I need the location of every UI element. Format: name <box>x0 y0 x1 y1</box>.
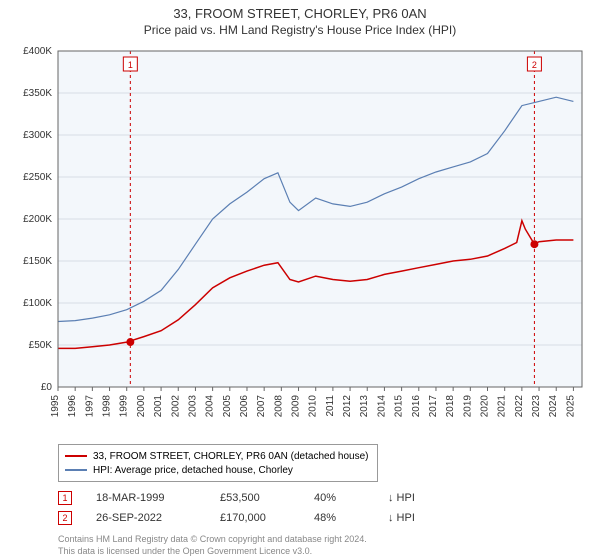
svg-text:2016: 2016 <box>411 395 422 418</box>
svg-text:2017: 2017 <box>428 395 439 418</box>
chart-area: £0 £50K £100K £150K £200K £250K £300K £350K £400… <box>12 43 588 438</box>
svg-text:2024: 2024 <box>548 395 559 418</box>
svg-text:2002: 2002 <box>170 395 181 418</box>
legend-label: 33, FROOM STREET, CHORLEY, PR6 0AN (deta… <box>93 451 368 462</box>
svg-text:2004: 2004 <box>205 395 216 418</box>
svg-text:£300K: £300K <box>23 130 52 141</box>
svg-text:2013: 2013 <box>359 395 370 418</box>
transaction-direction: ↓ HPI <box>388 492 415 504</box>
transaction-date: 26-SEP-2022 <box>96 512 196 524</box>
svg-text:2010: 2010 <box>308 395 319 418</box>
legend-label: HPI: Average price, detached house, Chor… <box>93 465 293 476</box>
svg-text:2023: 2023 <box>531 395 542 418</box>
svg-text:2007: 2007 <box>256 395 267 418</box>
svg-text:£250K: £250K <box>23 172 52 183</box>
chart-subtitle: Price paid vs. HM Land Registry's House … <box>12 23 588 37</box>
transaction-percent: 48% <box>314 512 364 524</box>
price-chart: £0 £50K £100K £150K £200K £250K £300K £350K £400… <box>12 43 588 438</box>
svg-text:2009: 2009 <box>291 395 302 418</box>
svg-text:2025: 2025 <box>565 395 576 418</box>
svg-text:2011: 2011 <box>325 395 336 417</box>
svg-text:1997: 1997 <box>84 395 95 418</box>
svg-text:£200K: £200K <box>23 214 52 225</box>
transactions-table: 1 18-MAR-1999 £53,500 40% ↓ HPI 2 26-SEP-2022 £… <box>58 488 588 528</box>
footer-attribution: Contains HM Land Registry data © Crown c… <box>58 534 588 557</box>
svg-text:2005: 2005 <box>222 395 233 418</box>
svg-text:1: 1 <box>128 60 133 70</box>
svg-text:£0: £0 <box>41 382 53 393</box>
svg-text:2015: 2015 <box>394 395 405 418</box>
svg-text:2019: 2019 <box>462 395 473 418</box>
transaction-row: 1 18-MAR-1999 £53,500 40% ↓ HPI <box>58 488 588 508</box>
footer-line-1: Contains HM Land Registry data © Crown c… <box>58 534 588 546</box>
svg-text:£400K: £400K <box>23 46 52 57</box>
svg-text:1999: 1999 <box>119 395 130 418</box>
transaction-badge: 2 <box>58 511 72 525</box>
svg-text:£100K: £100K <box>23 298 52 309</box>
svg-text:2006: 2006 <box>239 395 250 418</box>
svg-text:2022: 2022 <box>514 395 525 418</box>
transaction-percent: 40% <box>314 492 364 504</box>
svg-text:2000: 2000 <box>136 395 147 418</box>
transaction-date: 18-MAR-1999 <box>96 492 196 504</box>
svg-text:1998: 1998 <box>102 395 113 418</box>
svg-text:2021: 2021 <box>497 395 508 418</box>
svg-text:2008: 2008 <box>273 395 284 418</box>
transaction-price: £170,000 <box>220 512 290 524</box>
legend-swatch <box>65 455 87 457</box>
footer-line-2: This data is licensed under the Open Gov… <box>58 546 588 558</box>
transaction-row: 2 26-SEP-2022 £170,000 48% ↓ HPI <box>58 508 588 528</box>
svg-text:2012: 2012 <box>342 395 353 418</box>
svg-text:2: 2 <box>532 60 537 70</box>
svg-text:£50K: £50K <box>29 340 53 351</box>
transaction-direction: ↓ HPI <box>388 512 415 524</box>
svg-text:2001: 2001 <box>153 395 164 418</box>
legend-item: HPI: Average price, detached house, Chor… <box>65 463 371 477</box>
svg-text:2003: 2003 <box>187 395 198 418</box>
svg-text:2018: 2018 <box>445 395 456 418</box>
svg-text:£150K: £150K <box>23 256 52 267</box>
svg-text:2020: 2020 <box>480 395 491 418</box>
svg-text:2014: 2014 <box>376 395 387 418</box>
svg-text:1995: 1995 <box>50 395 61 418</box>
transaction-price: £53,500 <box>220 492 290 504</box>
chart-title: 33, FROOM STREET, CHORLEY, PR6 0AN <box>12 6 588 21</box>
legend-item: 33, FROOM STREET, CHORLEY, PR6 0AN (deta… <box>65 449 371 463</box>
transaction-badge: 1 <box>58 491 72 505</box>
svg-text:1996: 1996 <box>67 395 78 418</box>
svg-text:£350K: £350K <box>23 88 52 99</box>
legend-swatch <box>65 469 87 471</box>
legend: 33, FROOM STREET, CHORLEY, PR6 0AN (deta… <box>58 444 378 482</box>
